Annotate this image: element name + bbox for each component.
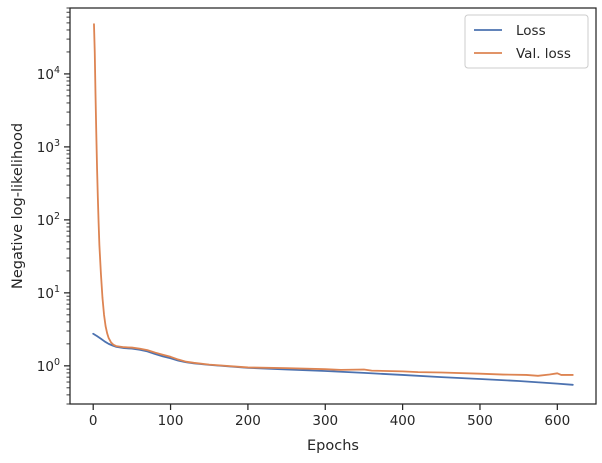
y-tick-label: 103: [37, 138, 60, 156]
x-tick-label: 400: [390, 413, 416, 429]
x-tick-label: 0: [89, 413, 98, 429]
legend-box: [464, 14, 589, 69]
legend-label-val-loss: Val. loss: [516, 46, 571, 62]
y-axis-label: Negative log-likelihood: [10, 123, 26, 289]
x-tick-label: 600: [544, 413, 570, 429]
series-lines: [92, 23, 574, 386]
series-line-val-loss: [93, 23, 574, 377]
y-tick-label: 102: [37, 211, 60, 229]
x-axis-ticks: 0 100 200 300 400 500 600: [89, 404, 570, 429]
plot-area-frame: [69, 7, 597, 405]
series-line-loss: [92, 332, 574, 386]
x-tick-label: 200: [235, 413, 261, 429]
y-tick-label: 101: [37, 284, 60, 302]
legend-label-loss: Loss: [516, 23, 546, 39]
y-tick-label: 100: [37, 357, 60, 375]
y-axis-ticks: 100 101 102 103 104: [37, 7, 70, 405]
x-tick-label: 500: [467, 413, 493, 429]
x-axis-label: Epochs: [307, 438, 359, 454]
legend: Loss Val. loss: [464, 14, 589, 69]
x-tick-label: 100: [158, 413, 184, 429]
y-tick-label: 104: [37, 65, 60, 83]
x-tick-label: 300: [312, 413, 338, 429]
